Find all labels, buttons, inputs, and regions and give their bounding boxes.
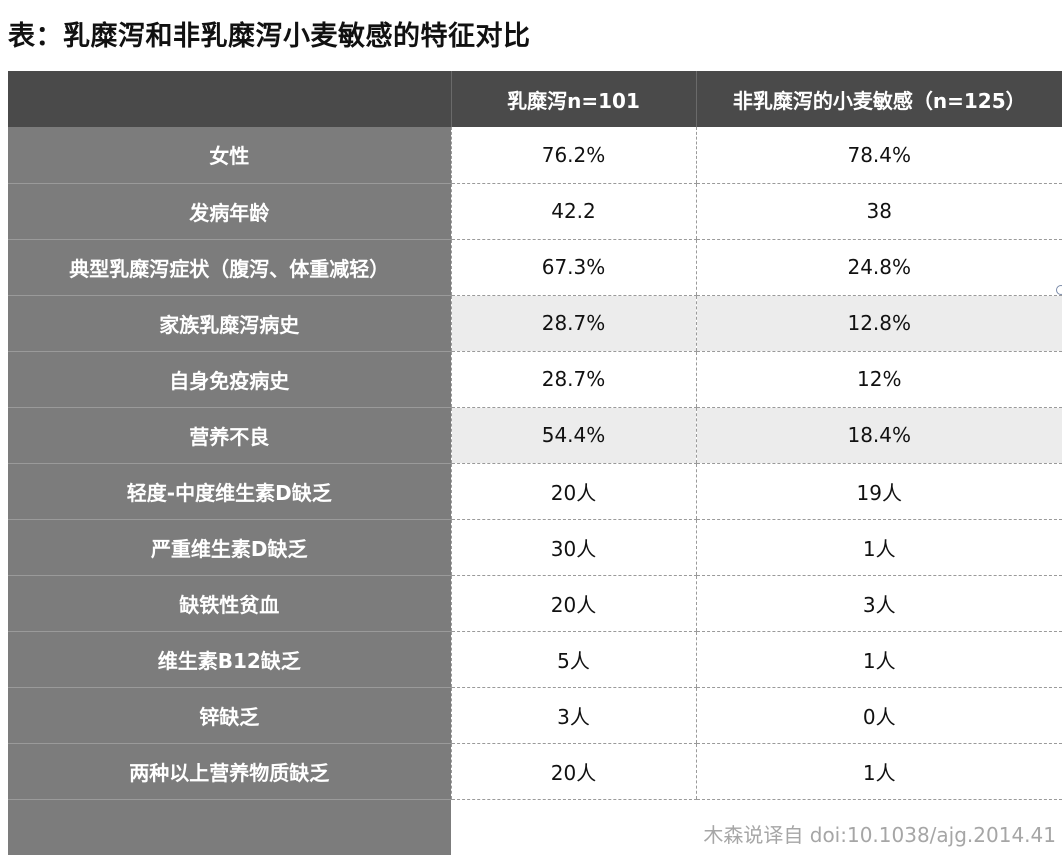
- header-corner: [8, 71, 451, 127]
- celiac-value: 5人: [450, 631, 696, 688]
- celiac-value: 67.3%: [450, 239, 696, 296]
- ncws-value: 78.4%: [695, 127, 1062, 184]
- celiac-value: 28.7%: [450, 295, 696, 352]
- celiac-value: 20人: [450, 743, 696, 800]
- circle-marker-icon: [1056, 285, 1062, 295]
- ncws-value: 0人: [695, 687, 1062, 744]
- header-celiac: 乳糜泻n=101: [450, 71, 696, 127]
- table-row: 营养不良 54.4% 18.4%: [8, 407, 1062, 464]
- ncws-value: 12%: [695, 351, 1062, 408]
- table-footer-row: [8, 799, 1062, 855]
- row-label: 严重维生素D缺乏: [8, 519, 451, 576]
- row-label: 两种以上营养物质缺乏: [8, 743, 451, 800]
- table-row: 两种以上营养物质缺乏 20人 1人: [8, 743, 1062, 800]
- table-row: 自身免疫病史 28.7% 12%: [8, 351, 1062, 408]
- celiac-value: 20人: [450, 575, 696, 632]
- table-row: 锌缺乏 3人 0人: [8, 687, 1062, 744]
- comparison-table: 乳糜泻n=101 非乳糜泻的小麦敏感（n=125） 女性 76.2% 78.4%…: [8, 71, 1062, 855]
- source-credit: 木森说译自 doi:10.1038/ajg.2014.41: [703, 823, 1056, 847]
- ncws-value: 12.8%: [695, 295, 1062, 352]
- celiac-value: 76.2%: [450, 127, 696, 184]
- row-label: 营养不良: [8, 407, 451, 464]
- row-label: 典型乳糜泻症状（腹泻、体重减轻）: [8, 239, 451, 296]
- page-title: 表：乳糜泻和非乳糜泻小麦敏感的特征对比: [8, 21, 531, 52]
- ncws-value: 18.4%: [695, 407, 1062, 464]
- row-label: 维生素B12缺乏: [8, 631, 451, 688]
- table-row: 典型乳糜泻症状（腹泻、体重减轻） 67.3% 24.8%: [8, 239, 1062, 296]
- celiac-value: 30人: [450, 519, 696, 576]
- celiac-value: 3人: [450, 687, 696, 744]
- ncws-value: 3人: [695, 575, 1062, 632]
- table-row: 家族乳糜泻病史 28.7% 12.8%: [8, 295, 1062, 352]
- celiac-value: 54.4%: [450, 407, 696, 464]
- celiac-value: 42.2: [450, 183, 696, 240]
- row-label: 缺铁性贫血: [8, 575, 451, 632]
- row-label: 发病年龄: [8, 183, 451, 240]
- table-header-row: 乳糜泻n=101 非乳糜泻的小麦敏感（n=125）: [8, 71, 1062, 127]
- ncws-value: 1人: [695, 743, 1062, 800]
- row-label: 自身免疫病史: [8, 351, 451, 408]
- table-row: 维生素B12缺乏 5人 1人: [8, 631, 1062, 688]
- footer-blank-cell: [451, 799, 1062, 855]
- table-row: 发病年龄 42.2 38: [8, 183, 1062, 240]
- ncws-value: 1人: [695, 631, 1062, 688]
- row-label: 女性: [8, 127, 451, 184]
- footer-label-cell: [8, 799, 451, 855]
- ncws-value: 1人: [695, 519, 1062, 576]
- ncws-value: 24.8%: [695, 239, 1062, 296]
- header-ncws: 非乳糜泻的小麦敏感（n=125）: [695, 71, 1062, 127]
- celiac-value: 20人: [450, 463, 696, 520]
- row-label: 锌缺乏: [8, 687, 451, 744]
- row-label: 轻度-中度维生素D缺乏: [8, 463, 451, 520]
- ncws-value: 19人: [695, 463, 1062, 520]
- celiac-value: 28.7%: [450, 351, 696, 408]
- table-row: 女性 76.2% 78.4%: [8, 127, 1062, 184]
- table-row: 缺铁性贫血 20人 3人: [8, 575, 1062, 632]
- table-row: 严重维生素D缺乏 30人 1人: [8, 519, 1062, 576]
- table-row: 轻度-中度维生素D缺乏 20人 19人: [8, 463, 1062, 520]
- row-label: 家族乳糜泻病史: [8, 295, 451, 352]
- ncws-value: 38: [695, 183, 1062, 240]
